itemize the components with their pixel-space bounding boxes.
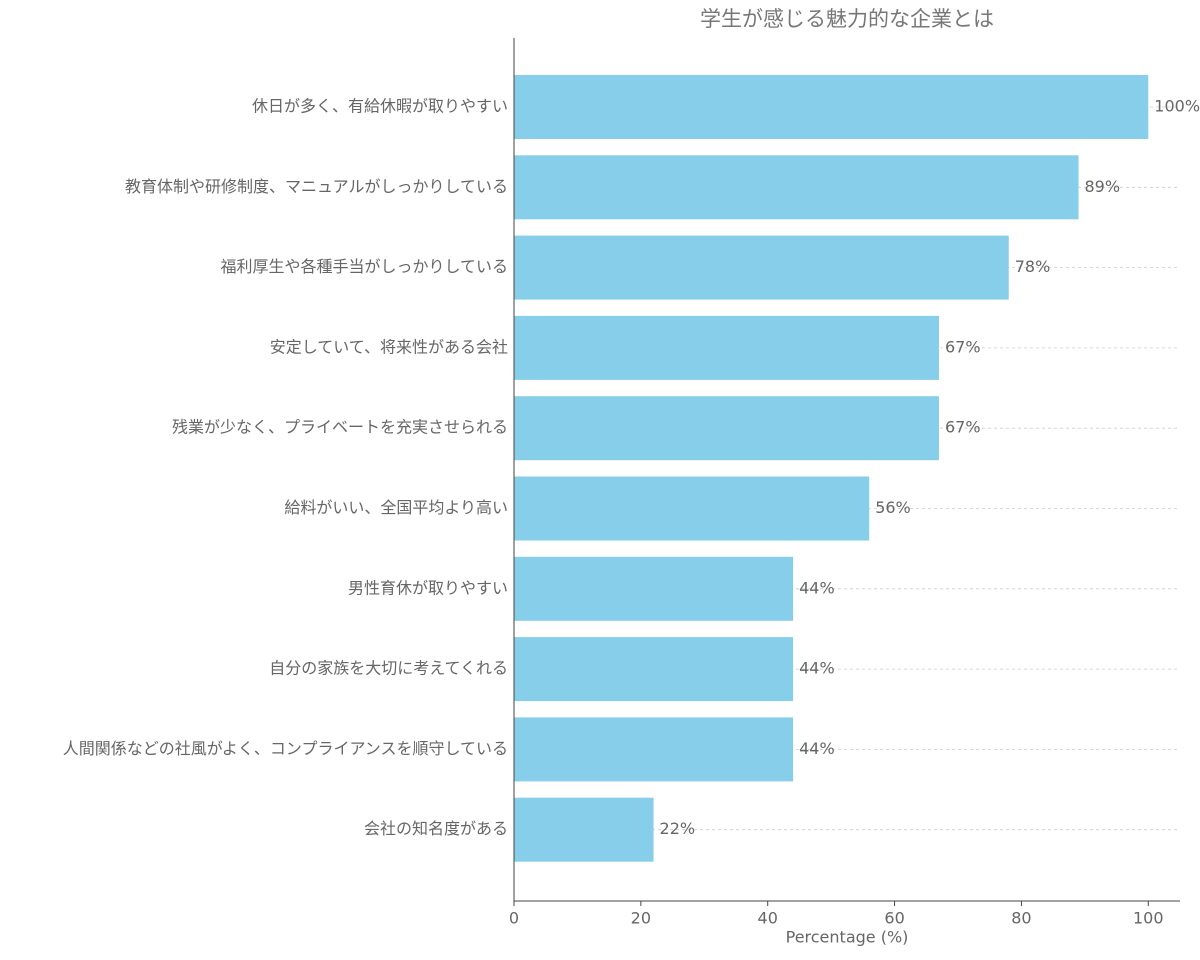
- bar: [514, 155, 1079, 220]
- x-tick-label: 20: [631, 909, 651, 928]
- value-label: 44%: [799, 739, 835, 758]
- y-tick-label: 残業が少なく、プライベートを充実させられる: [172, 418, 508, 437]
- value-label: 44%: [799, 578, 835, 597]
- chart-title: 学生が感じる魅力的な企業とは: [700, 7, 994, 31]
- y-tick-label: 福利厚生や各種手当がしっかりしている: [220, 257, 508, 276]
- value-label: 100%: [1154, 97, 1200, 116]
- value-label: 67%: [945, 418, 981, 437]
- bar: [514, 797, 654, 862]
- bar: [514, 235, 1009, 300]
- value-label: 22%: [660, 819, 696, 838]
- x-tick-label: 60: [884, 909, 904, 928]
- bar: [514, 75, 1149, 139]
- value-label: 78%: [1015, 257, 1051, 276]
- value-label: 67%: [945, 337, 981, 356]
- y-tick-label: 教育体制や研修制度、マニュアルがしっかりしている: [125, 177, 508, 196]
- bar: [514, 315, 939, 380]
- x-tick-label: 80: [1011, 909, 1031, 928]
- bar: [514, 637, 794, 702]
- x-tick-label: 40: [758, 909, 778, 928]
- bar: [514, 556, 794, 621]
- x-tick-label: 100: [1133, 909, 1164, 928]
- y-tick-label: 給料がいい、全国平均より高い: [284, 498, 508, 517]
- value-label: 56%: [875, 498, 911, 517]
- y-tick-label: 休日が多く、有給休暇が取りやすい: [252, 97, 508, 116]
- y-tick-label: 男性育休が取りやすい: [348, 578, 508, 597]
- x-axis-label: Percentage (%): [786, 928, 909, 947]
- y-tick-label: 安定していて、将来性がある会社: [270, 337, 508, 356]
- y-tick-label: 人間関係などの社風がよく、コンプライアンスを順守している: [63, 739, 508, 758]
- value-label: 89%: [1085, 177, 1121, 196]
- value-label: 44%: [799, 659, 835, 678]
- bar: [514, 717, 794, 782]
- bar: [514, 476, 870, 541]
- x-tick-label: 0: [509, 909, 519, 928]
- bar: [514, 396, 939, 461]
- y-tick-label: 会社の知名度がある: [364, 819, 508, 838]
- y-tick-label: 自分の家族を大切に考えてくれる: [269, 659, 508, 678]
